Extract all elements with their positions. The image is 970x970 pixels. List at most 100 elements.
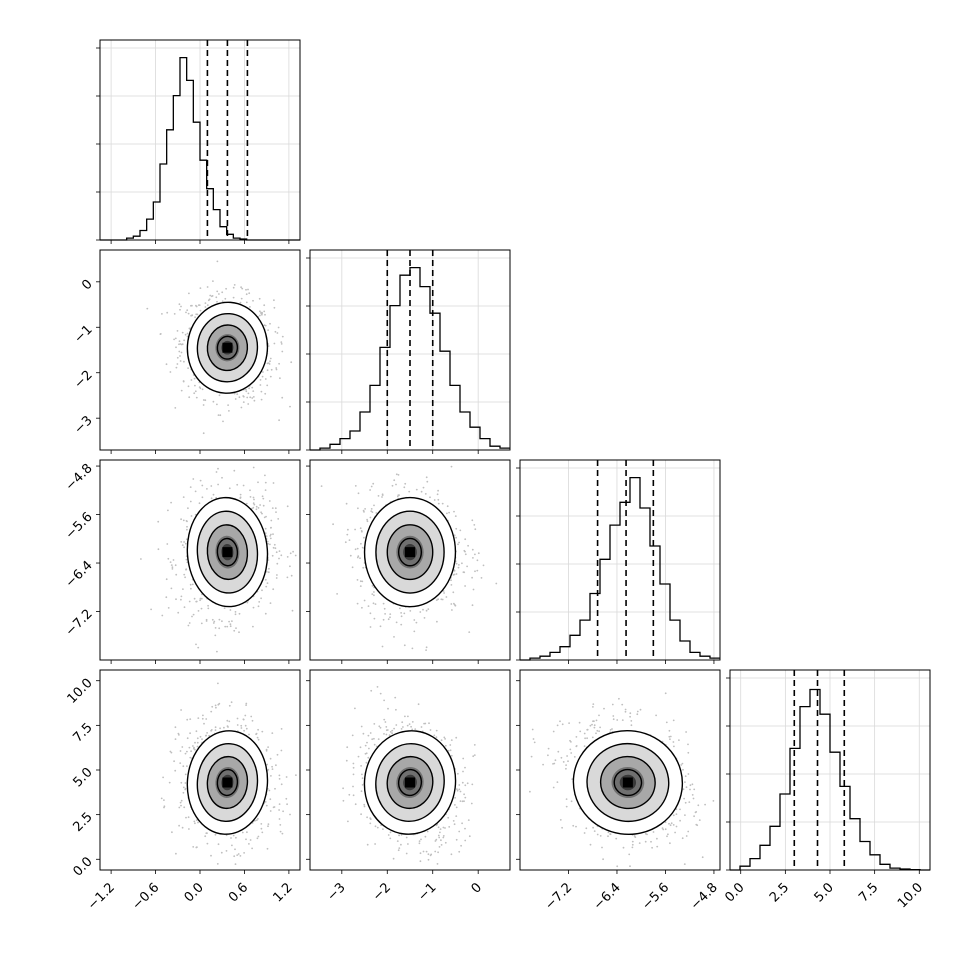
sample-point <box>253 498 255 501</box>
sample-point <box>361 546 364 549</box>
sample-point <box>375 512 378 514</box>
sample-point <box>194 316 197 319</box>
sample-point <box>425 649 427 651</box>
sample-point <box>188 600 191 603</box>
sample-point <box>255 505 258 508</box>
contour-line <box>206 524 249 581</box>
sample-point <box>450 754 453 757</box>
sample-point <box>369 516 372 519</box>
sample-point <box>366 741 368 744</box>
sample-point <box>210 710 213 713</box>
sample-point <box>249 839 252 841</box>
sample-point <box>245 838 247 841</box>
sample-point <box>275 511 277 513</box>
sample-point <box>471 548 474 551</box>
sample-point <box>400 612 402 614</box>
sample-point <box>621 703 624 706</box>
sample-point <box>369 612 372 615</box>
sample-point <box>398 494 400 496</box>
sample-point <box>183 806 186 809</box>
sample-point <box>364 744 367 747</box>
sample-point <box>345 759 348 762</box>
sample-point <box>210 497 213 500</box>
sample-point <box>370 510 373 512</box>
sample-point <box>140 558 142 560</box>
sample-point <box>253 503 256 506</box>
sample-point <box>264 489 267 491</box>
sample-point <box>190 304 192 307</box>
sample-point <box>161 313 163 315</box>
sample-point <box>437 489 439 492</box>
sample-point <box>595 719 598 722</box>
sample-point <box>234 398 237 400</box>
sample-point <box>435 736 438 738</box>
sample-point <box>265 535 268 537</box>
sample-point <box>206 732 209 734</box>
x-tick-label: −0.6 <box>129 880 162 913</box>
sample-point <box>218 394 221 397</box>
contour-line <box>196 510 259 594</box>
sample-point <box>396 495 399 498</box>
x-tick-label: −2 <box>370 880 394 904</box>
sample-point <box>379 692 382 695</box>
sample-point <box>197 717 200 719</box>
y-tick-label: −6.4 <box>63 558 96 591</box>
sample-point <box>180 541 183 543</box>
sample-point <box>472 588 475 591</box>
sample-point <box>474 553 476 556</box>
sample-point <box>245 727 248 730</box>
sample-point <box>215 296 218 299</box>
sample-point <box>162 776 165 779</box>
sample-point <box>464 784 467 787</box>
sample-point <box>286 556 289 558</box>
sample-point <box>215 471 218 473</box>
sample-point <box>245 288 247 291</box>
sample-point <box>561 723 564 726</box>
sample-point <box>178 303 181 306</box>
sample-point <box>278 774 281 777</box>
sample-point <box>160 797 163 800</box>
sample-point <box>294 554 297 557</box>
sample-point <box>165 596 168 599</box>
sample-point <box>272 588 275 591</box>
sample-point <box>567 760 569 763</box>
sample-point <box>472 557 474 559</box>
sample-point <box>269 543 271 546</box>
contour-line <box>196 312 259 383</box>
sample-point <box>260 827 263 830</box>
sample-point <box>180 709 183 711</box>
sample-point <box>656 845 659 848</box>
sample-point <box>364 752 367 755</box>
sample-point <box>408 723 411 725</box>
sample-point <box>216 260 219 263</box>
sample-point <box>446 512 448 515</box>
sample-point <box>249 396 252 399</box>
sample-point <box>257 481 259 484</box>
sample-point <box>352 766 355 769</box>
sample-point <box>186 737 189 740</box>
sample-point <box>182 496 185 498</box>
sample-point <box>280 554 283 557</box>
sample-point <box>397 474 400 476</box>
sample-point <box>265 571 268 573</box>
density-peak <box>222 547 233 558</box>
sample-point <box>257 818 259 820</box>
sample-point <box>194 490 197 493</box>
sample-point <box>413 630 416 633</box>
sample-point <box>234 848 236 851</box>
sample-point <box>359 557 361 560</box>
sample-point <box>278 809 280 811</box>
sample-point <box>187 507 189 510</box>
sample-point <box>194 390 197 393</box>
sample-point <box>175 852 177 855</box>
sample-point <box>190 379 193 381</box>
sample-point <box>249 496 252 498</box>
sample-point <box>179 801 182 804</box>
sample-point <box>227 726 229 728</box>
sample-point <box>170 564 173 566</box>
sample-point <box>180 804 182 807</box>
sample-point <box>184 787 187 790</box>
sample-point <box>274 507 277 510</box>
sample-point <box>221 300 224 303</box>
